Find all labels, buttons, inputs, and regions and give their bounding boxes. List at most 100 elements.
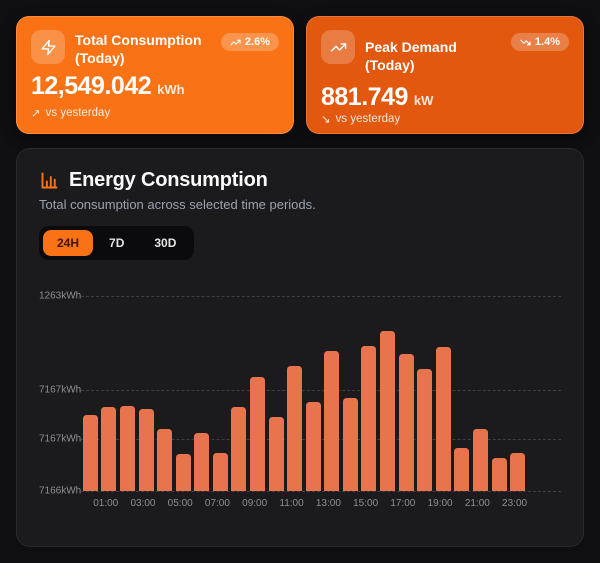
x-axis-tick-label: 03:00 [130,498,156,509]
trending-up-icon [230,37,241,48]
bar-slot [471,296,490,491]
x-axis-tick-label: 09:00 [242,498,268,509]
down-arrow-icon: ↘ [321,114,331,127]
up-arrow-icon: ↗ [31,108,41,120]
bar-chart-icon [39,170,60,191]
metric-value: 12,549.042 [31,72,152,101]
bar-22:00[interactable] [491,458,507,491]
bar-slot [230,296,249,491]
chart-header: Energy Consumption [39,169,561,192]
bar-07:00[interactable] [212,453,228,491]
x-axis-tick-label: 01:00 [93,498,119,509]
x-axis-tick-label: 21:00 [464,498,490,509]
bar-11:00[interactable] [287,366,303,491]
x-axis-tick-label [304,498,316,509]
bar-18:00[interactable] [417,368,433,491]
peak-demand-card: Peak Demand (Today) 1.4% 881.749 kW ↘ vs… [306,16,584,134]
bar-12:00[interactable] [305,402,321,491]
bar-slot [415,296,434,491]
x-axis-tick-label: 19:00 [427,498,453,509]
card-footer: ↗ vs yesterday [31,106,279,120]
bar-slot [323,296,342,491]
plot-area [81,296,561,492]
bar-slot [118,296,137,491]
bar-10:00[interactable] [268,416,284,491]
bar-slot [453,296,472,491]
card-footer: ↘ vs yesterday [321,112,569,126]
x-axis-tick-label [267,498,279,509]
trend-badge: 2.6% [220,33,279,51]
tab-24h[interactable]: 24H [43,230,94,256]
gridline [81,491,561,492]
bar-slot [341,296,360,491]
bar-09:00[interactable] [249,376,265,491]
bar-15:00[interactable] [361,345,377,491]
chart-subtitle: Total consumption across selected time p… [39,197,316,212]
bar-slot [192,296,211,491]
x-axis-tick-label: 17:00 [390,498,416,509]
bar-slot [378,296,397,491]
tab-30d[interactable]: 30D [140,230,190,256]
x-axis-tick-label [193,498,205,509]
x-axis: 01:00 03:00 05:00 07:00 09:00 11:00 13:00 15:00… [81,498,527,509]
x-axis-tick-label [155,498,167,509]
bar-slot [285,296,304,491]
bar-05:00[interactable] [175,454,191,491]
bar-16:00[interactable] [380,330,396,491]
x-axis-tick-label [378,498,390,509]
bar-03:00[interactable] [138,408,154,491]
x-axis-tick-label: 05:00 [167,498,193,509]
card-header: Total Consumption (Today) 2.6% [31,30,279,67]
badge-value: 1.4% [534,36,560,48]
bar-02:00[interactable] [119,406,135,491]
bar-19:00[interactable] [435,346,451,491]
stat-cards-row: Total Consumption (Today) 2.6% 12,549.04… [16,16,584,134]
bars-container [81,296,527,491]
bar-13:00[interactable] [324,350,340,491]
gridline [81,389,561,391]
card-title: Peak Demand (Today) [365,39,457,74]
x-axis-tick-label: 13:00 [315,498,341,509]
bar-slot [100,296,119,491]
bar-06:00[interactable] [194,433,210,491]
metric-unit: kW [413,93,434,109]
tab-7d[interactable]: 7D [95,230,138,256]
bar-slot [508,296,527,491]
bar-slot [490,296,509,491]
bolt-icon [31,30,65,64]
metric-value: 881.749 [321,83,408,112]
bar-slot [137,296,156,491]
time-range-tabs: 24H 7D 30D [39,226,195,260]
x-axis-tick-label [230,498,242,509]
x-axis-tick-label: 11:00 [279,498,304,509]
gridline [81,439,561,441]
bar-20:00[interactable] [454,448,470,491]
bar-23:00[interactable] [510,452,526,491]
x-axis-tick-label: 15:00 [353,498,379,509]
metric-value-row: 881.749 kW [321,83,569,112]
y-axis-tick-label: 7166kWh [39,485,82,497]
bar-slot [248,296,267,491]
bar-slot [304,296,323,491]
x-axis-tick-label [490,498,502,509]
trend-badge: 1.4% [510,33,569,51]
bar-slot [174,296,193,491]
x-axis-tick-label [118,498,130,509]
trending-up-icon [321,30,355,64]
footer-text: vs yesterday [335,113,401,126]
bar-00:00[interactable] [82,414,98,491]
metric-unit: kWh [157,82,185,98]
bar-slot [155,296,174,491]
x-axis-tick-label: 07:00 [204,498,230,509]
bar-01:00[interactable] [101,407,117,491]
plot-wrap: 01:00 03:00 05:00 07:00 09:00 11:00 13:00 15:00… [81,296,561,509]
bar-21:00[interactable] [472,429,488,491]
bar-08:00[interactable] [231,407,247,491]
x-axis-tick-label [415,498,427,509]
trending-down-icon [520,37,531,48]
bar-17:00[interactable] [398,354,414,491]
bar-04:00[interactable] [157,429,173,491]
bar-slot [267,296,286,491]
bar-14:00[interactable] [342,397,358,491]
